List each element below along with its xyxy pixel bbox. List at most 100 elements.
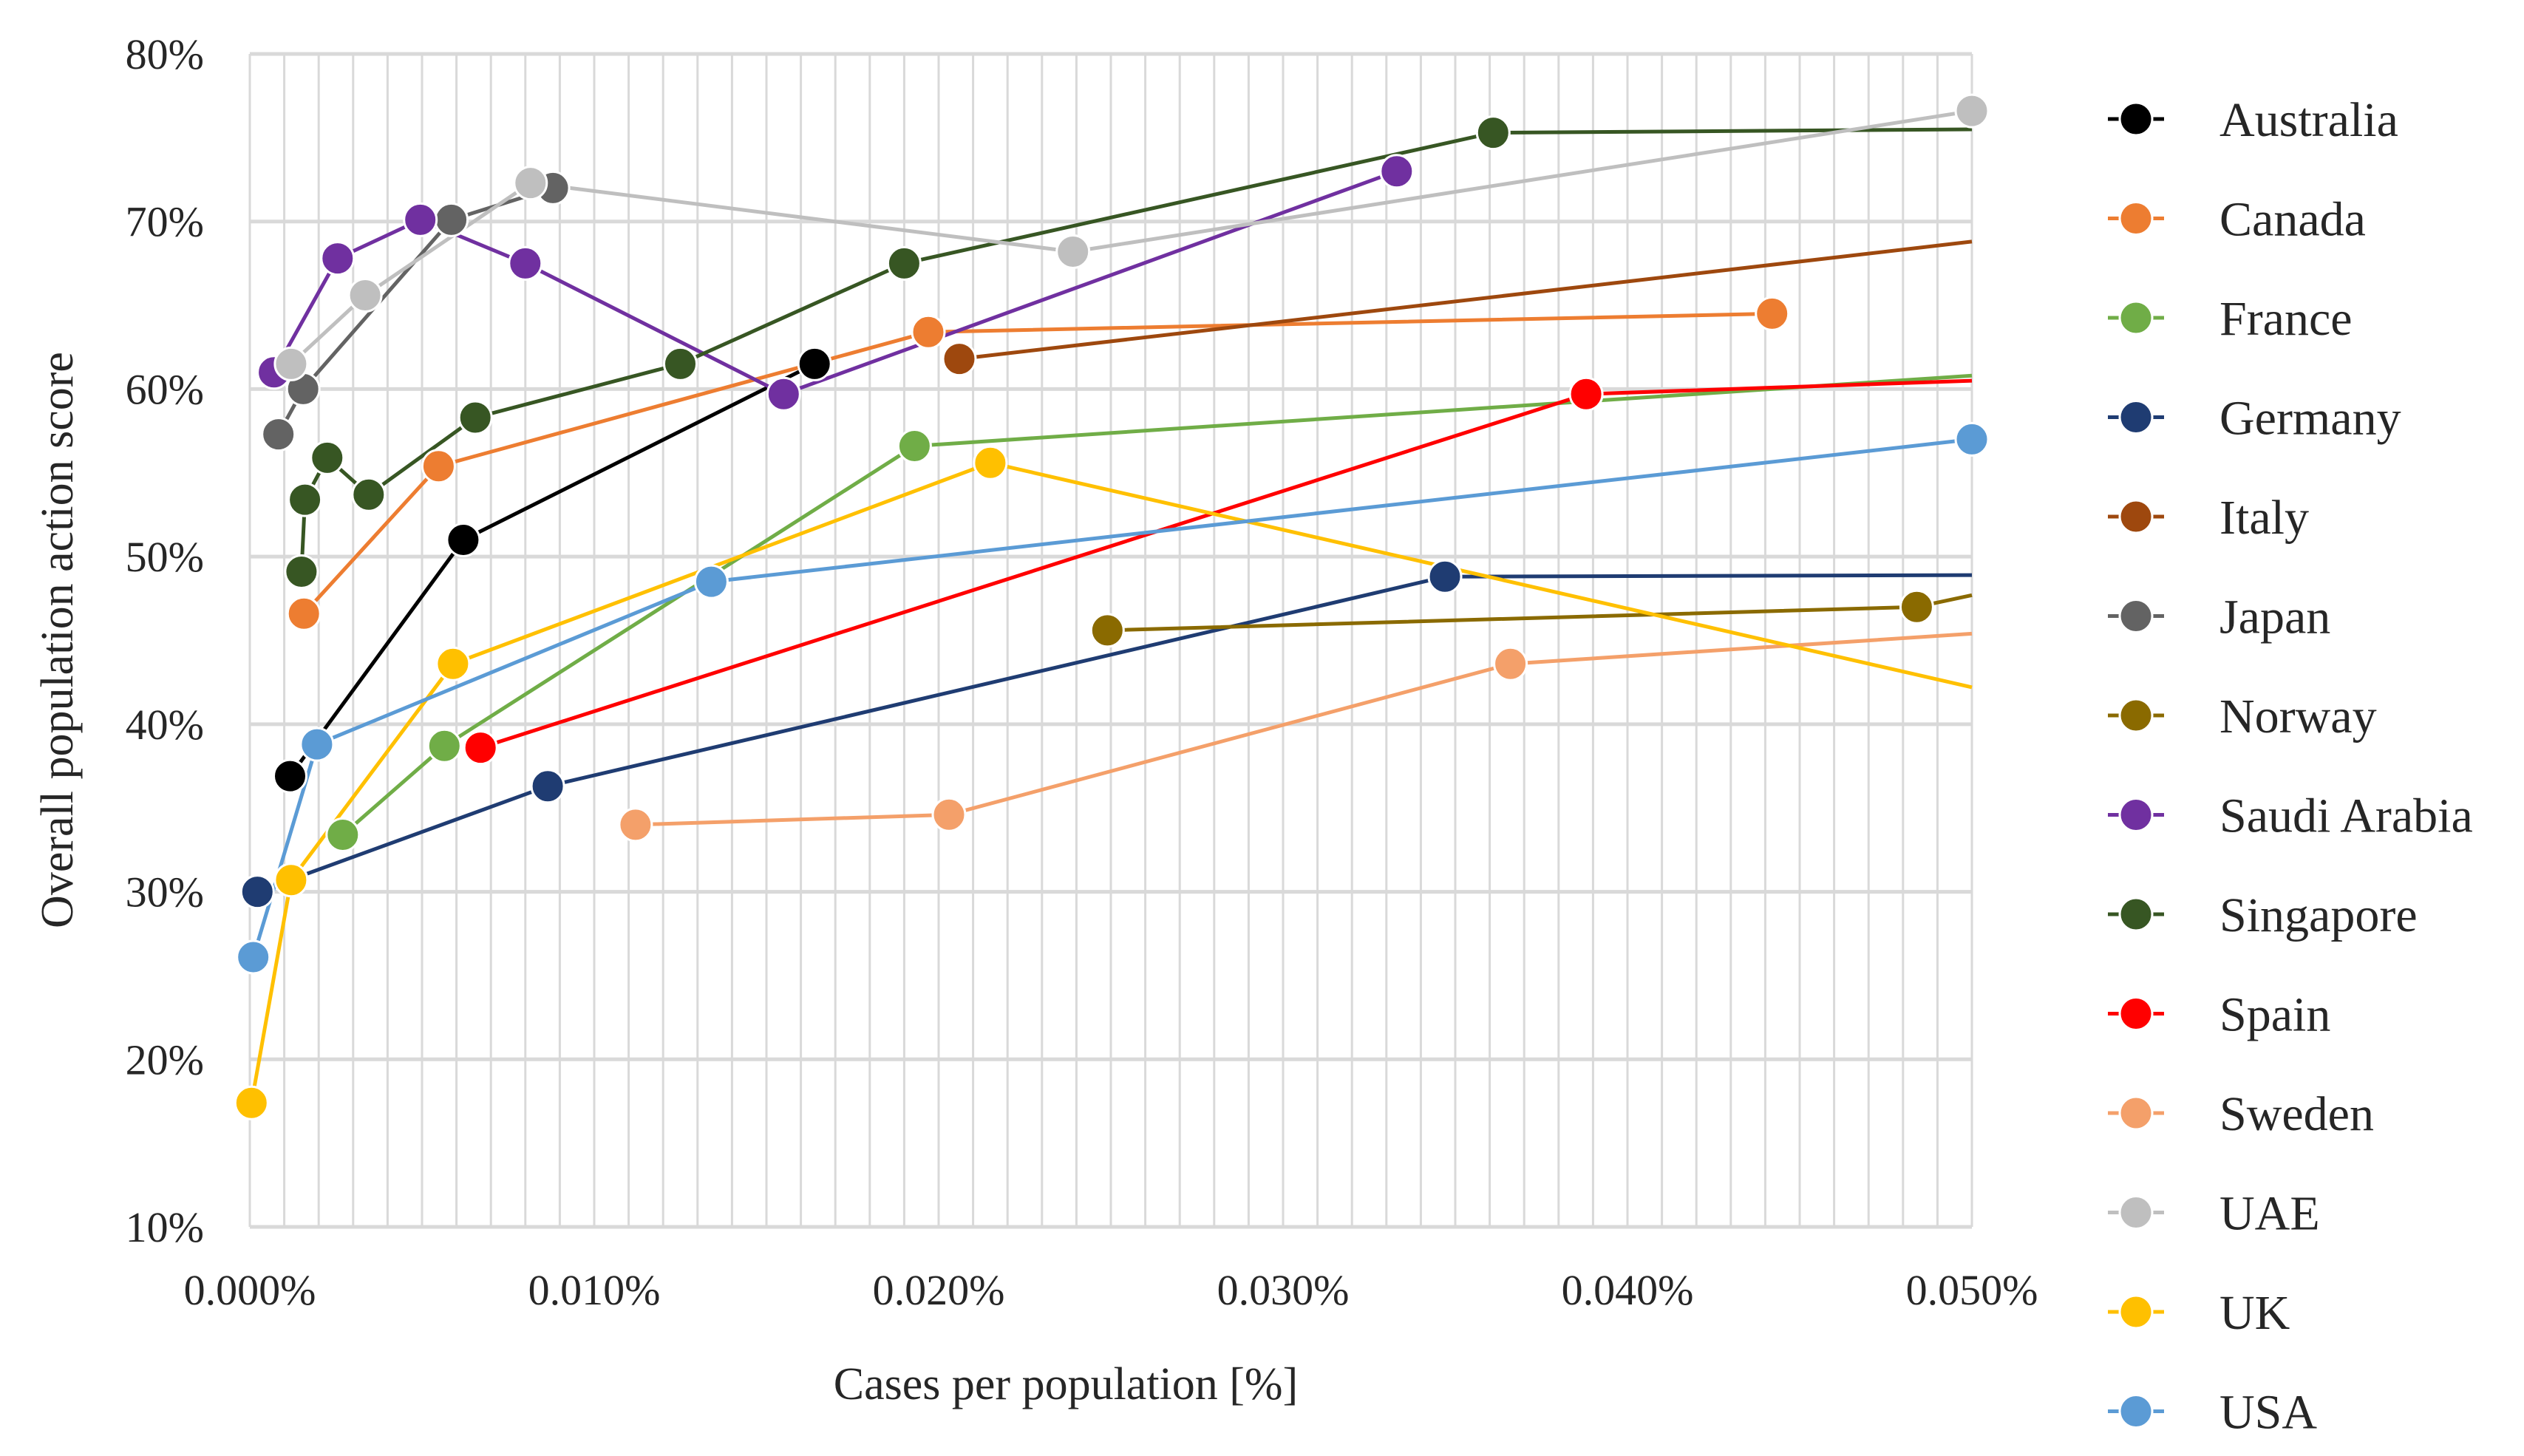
y-tick-label: 70% — [126, 198, 204, 246]
legend-item-uk: UK — [2108, 1286, 2290, 1340]
data-point-singapore — [663, 346, 698, 381]
legend-marker — [2118, 201, 2154, 236]
legend-marker — [2118, 897, 2154, 932]
series-line-usa — [251, 437, 1973, 958]
data-point-uk — [435, 646, 471, 681]
data-point-sweden — [618, 807, 653, 843]
legend-label: Canada — [2219, 193, 2366, 247]
data-point-singapore — [284, 554, 319, 589]
data-point-germany — [530, 769, 565, 804]
x-tick-label: 0.030% — [1217, 1266, 1350, 1314]
series-lines — [249, 109, 1973, 1103]
legend-marker — [2118, 996, 2154, 1031]
x-axis-ticks: 0.000% 0.010% 0.020% 0.030% 0.040% 0.050% — [184, 1266, 2038, 1314]
y-tick-label: 20% — [126, 1035, 204, 1084]
data-point-saudi-arabia — [1379, 154, 1415, 189]
data-point-norway — [1089, 613, 1125, 648]
data-point-usa — [1954, 421, 1990, 457]
data-point-spain — [463, 730, 498, 766]
data-point-uae — [1954, 93, 1990, 129]
data-point-singapore — [1475, 115, 1511, 151]
data-point-germany — [1427, 559, 1463, 594]
data-point-france — [325, 817, 361, 852]
x-tick-label: 0.020% — [873, 1266, 1005, 1314]
y-axis-title: Overall population action score — [33, 352, 83, 928]
data-point-uae — [347, 278, 383, 313]
legend-marker — [2118, 698, 2154, 733]
legend-marker — [2118, 300, 2154, 336]
legend-label: Italy — [2219, 491, 2309, 545]
data-point-japan — [434, 202, 469, 237]
data-point-saudi-arabia — [766, 376, 801, 412]
legend-item-japan: Japan — [2108, 591, 2330, 644]
legend-item-sweden: Sweden — [2108, 1087, 2374, 1141]
y-tick-label: 50% — [126, 533, 204, 581]
legend-label: Norway — [2219, 690, 2377, 744]
data-point-usa — [693, 564, 729, 599]
data-point-uae — [513, 166, 548, 201]
series-layer — [234, 93, 1990, 1120]
y-tick-label: 30% — [126, 868, 204, 916]
data-point-canada — [421, 449, 456, 484]
data-point-singapore — [310, 440, 345, 475]
legend-marker — [2118, 400, 2154, 435]
legend: Australia Canada France Germany Italy Japan No… — [2108, 93, 2473, 1440]
legend-marker — [2118, 499, 2154, 534]
series-line-sweden — [635, 631, 1973, 827]
data-point-canada — [911, 314, 946, 350]
legend-item-uae: UAE — [2108, 1187, 2320, 1241]
data-point-sweden — [1493, 646, 1528, 681]
legend-marker — [2118, 797, 2154, 832]
data-point-singapore — [457, 400, 493, 435]
series-line-saudi-arabia — [272, 169, 1398, 396]
y-axis-ticks: 10% 20% 30% 40% 50% 60% 70% 80% — [126, 30, 204, 1251]
x-tick-label: 0.010% — [528, 1266, 661, 1314]
data-point-australia — [797, 346, 832, 381]
legend-label: Sweden — [2219, 1087, 2374, 1141]
legend-label: Singapore — [2219, 888, 2418, 942]
legend-marker — [2118, 599, 2154, 633]
legend-item-france: France — [2108, 292, 2353, 346]
data-point-france — [426, 728, 462, 763]
data-point-singapore — [288, 482, 323, 517]
legend-marker — [2118, 1394, 2154, 1429]
legend-label: France — [2219, 292, 2353, 346]
series-line-canada — [302, 311, 1772, 615]
legend-item-germany: Germany — [2108, 392, 2401, 446]
data-point-spain — [1568, 376, 1604, 412]
series-line-france — [341, 373, 1973, 837]
y-tick-label: 80% — [126, 30, 204, 78]
legend-label: UK — [2219, 1286, 2290, 1340]
data-point-uk — [273, 863, 309, 898]
legend-item-norway: Norway — [2108, 690, 2377, 744]
legend-item-usa: USA — [2108, 1386, 2317, 1440]
legend-item-canada: Canada — [2108, 193, 2366, 247]
series-line-germany — [256, 573, 1973, 894]
data-point-saudi-arabia — [508, 245, 543, 281]
y-tick-label: 60% — [126, 365, 204, 413]
legend-marker — [2118, 1195, 2154, 1230]
legend-label: Saudi Arabia — [2219, 789, 2473, 843]
data-point-singapore — [351, 477, 387, 512]
data-point-uk — [973, 445, 1008, 480]
series-line-australia — [288, 362, 816, 778]
data-point-australia — [273, 758, 307, 794]
legend-label: Japan — [2219, 591, 2330, 644]
series-line-spain — [480, 378, 1973, 749]
series-line-italy — [959, 239, 1973, 361]
data-point-japan — [261, 417, 296, 452]
data-point-sweden — [931, 797, 967, 832]
series-markers — [234, 93, 1990, 1120]
x-axis-title: Cases per population [%] — [834, 1359, 1298, 1409]
data-point-uk — [234, 1085, 269, 1120]
data-point-usa — [299, 727, 335, 762]
data-point-italy — [942, 341, 977, 377]
legend-item-singapore: Singapore — [2108, 888, 2418, 942]
legend-label: UAE — [2219, 1187, 2320, 1241]
legend-label: Spain — [2219, 988, 2330, 1042]
legend-item-saudi-arabia: Saudi Arabia — [2108, 789, 2473, 843]
series-line-norway — [1107, 593, 1973, 633]
legend-item-spain: Spain — [2108, 988, 2330, 1042]
legend-marker — [2118, 1294, 2154, 1330]
